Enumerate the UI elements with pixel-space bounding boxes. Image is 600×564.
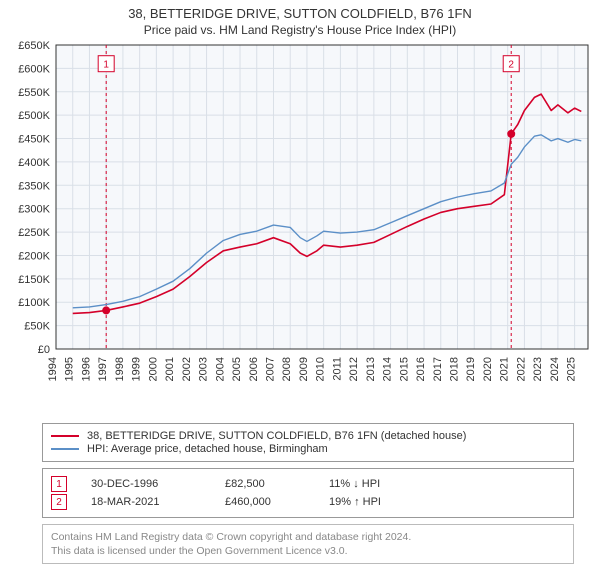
svg-text:2019: 2019 [465, 357, 477, 381]
svg-text:2023: 2023 [532, 357, 544, 381]
svg-text:1995: 1995 [64, 357, 76, 381]
svg-text:2: 2 [508, 60, 514, 71]
svg-text:2006: 2006 [248, 357, 260, 381]
svg-text:£0: £0 [38, 344, 50, 356]
svg-text:2010: 2010 [315, 357, 327, 381]
attribution-footer: Contains HM Land Registry data © Crown c… [42, 524, 574, 564]
svg-text:2013: 2013 [365, 357, 377, 381]
footer-line: This data is licensed under the Open Gov… [51, 544, 565, 558]
svg-text:£300K: £300K [18, 204, 50, 216]
transaction-row: 2 18-MAR-2021 £460,000 19% ↑ HPI [51, 494, 565, 510]
transaction-row: 1 30-DEC-1996 £82,500 11% ↓ HPI [51, 476, 565, 492]
svg-text:2025: 2025 [566, 357, 578, 381]
svg-text:2016: 2016 [415, 357, 427, 381]
svg-text:2003: 2003 [198, 357, 210, 381]
svg-text:£400K: £400K [18, 157, 50, 169]
svg-text:£350K: £350K [18, 180, 50, 192]
svg-text:1997: 1997 [97, 357, 109, 381]
svg-text:2017: 2017 [432, 357, 444, 381]
transaction-badge: 1 [51, 476, 67, 492]
svg-text:2020: 2020 [482, 357, 494, 381]
svg-text:1998: 1998 [114, 357, 126, 381]
chart-subtitle: Price paid vs. HM Land Registry's House … [0, 23, 600, 37]
svg-text:2004: 2004 [214, 357, 226, 381]
svg-text:2015: 2015 [398, 357, 410, 381]
svg-text:2022: 2022 [515, 357, 527, 381]
transaction-badge: 2 [51, 494, 67, 510]
svg-text:£500K: £500K [18, 110, 50, 122]
transaction-price: £82,500 [225, 478, 305, 490]
legend: 38, BETTERIDGE DRIVE, SUTTON COLDFIELD, … [42, 423, 574, 462]
svg-text:£150K: £150K [18, 274, 50, 286]
svg-text:1994: 1994 [47, 357, 59, 381]
svg-text:2001: 2001 [164, 357, 176, 381]
svg-text:£200K: £200K [18, 250, 50, 262]
legend-item: HPI: Average price, detached house, Birm… [51, 443, 565, 455]
svg-text:2002: 2002 [181, 357, 193, 381]
transaction-price: £460,000 [225, 496, 305, 508]
svg-text:£600K: £600K [18, 63, 50, 75]
svg-text:2007: 2007 [264, 357, 276, 381]
svg-text:£450K: £450K [18, 134, 50, 146]
svg-text:1996: 1996 [80, 357, 92, 381]
svg-text:2021: 2021 [499, 357, 511, 381]
svg-text:2009: 2009 [298, 357, 310, 381]
svg-text:2005: 2005 [231, 357, 243, 381]
svg-text:£250K: £250K [18, 227, 50, 239]
svg-text:2000: 2000 [147, 357, 159, 381]
legend-swatch [51, 448, 79, 450]
transaction-delta: 11% ↓ HPI [329, 478, 380, 490]
chart-title: 38, BETTERIDGE DRIVE, SUTTON COLDFIELD, … [0, 6, 600, 21]
svg-text:£550K: £550K [18, 87, 50, 99]
transaction-delta: 19% ↑ HPI [329, 496, 381, 508]
svg-text:2018: 2018 [449, 357, 461, 381]
svg-text:2024: 2024 [549, 357, 561, 381]
svg-text:2014: 2014 [382, 357, 394, 381]
svg-text:£650K: £650K [18, 40, 50, 52]
legend-label: HPI: Average price, detached house, Birm… [87, 443, 328, 455]
svg-text:1999: 1999 [131, 357, 143, 381]
svg-text:£50K: £50K [24, 321, 50, 333]
svg-text:2012: 2012 [348, 357, 360, 381]
svg-text:£100K: £100K [18, 297, 50, 309]
footer-line: Contains HM Land Registry data © Crown c… [51, 530, 565, 544]
svg-text:1: 1 [103, 60, 109, 71]
price-chart: £0 £50K £100K £150K £200K £250K £300K £350K £400… [0, 37, 600, 417]
svg-text:2008: 2008 [281, 357, 293, 381]
transaction-date: 18-MAR-2021 [91, 496, 201, 508]
transaction-date: 30-DEC-1996 [91, 478, 201, 490]
legend-swatch [51, 435, 79, 437]
transactions-table: 1 30-DEC-1996 £82,500 11% ↓ HPI 2 18-MAR-2021… [42, 468, 574, 518]
legend-label: 38, BETTERIDGE DRIVE, SUTTON COLDFIELD, … [87, 430, 466, 442]
svg-text:2011: 2011 [331, 357, 343, 381]
legend-item: 38, BETTERIDGE DRIVE, SUTTON COLDFIELD, … [51, 430, 565, 442]
